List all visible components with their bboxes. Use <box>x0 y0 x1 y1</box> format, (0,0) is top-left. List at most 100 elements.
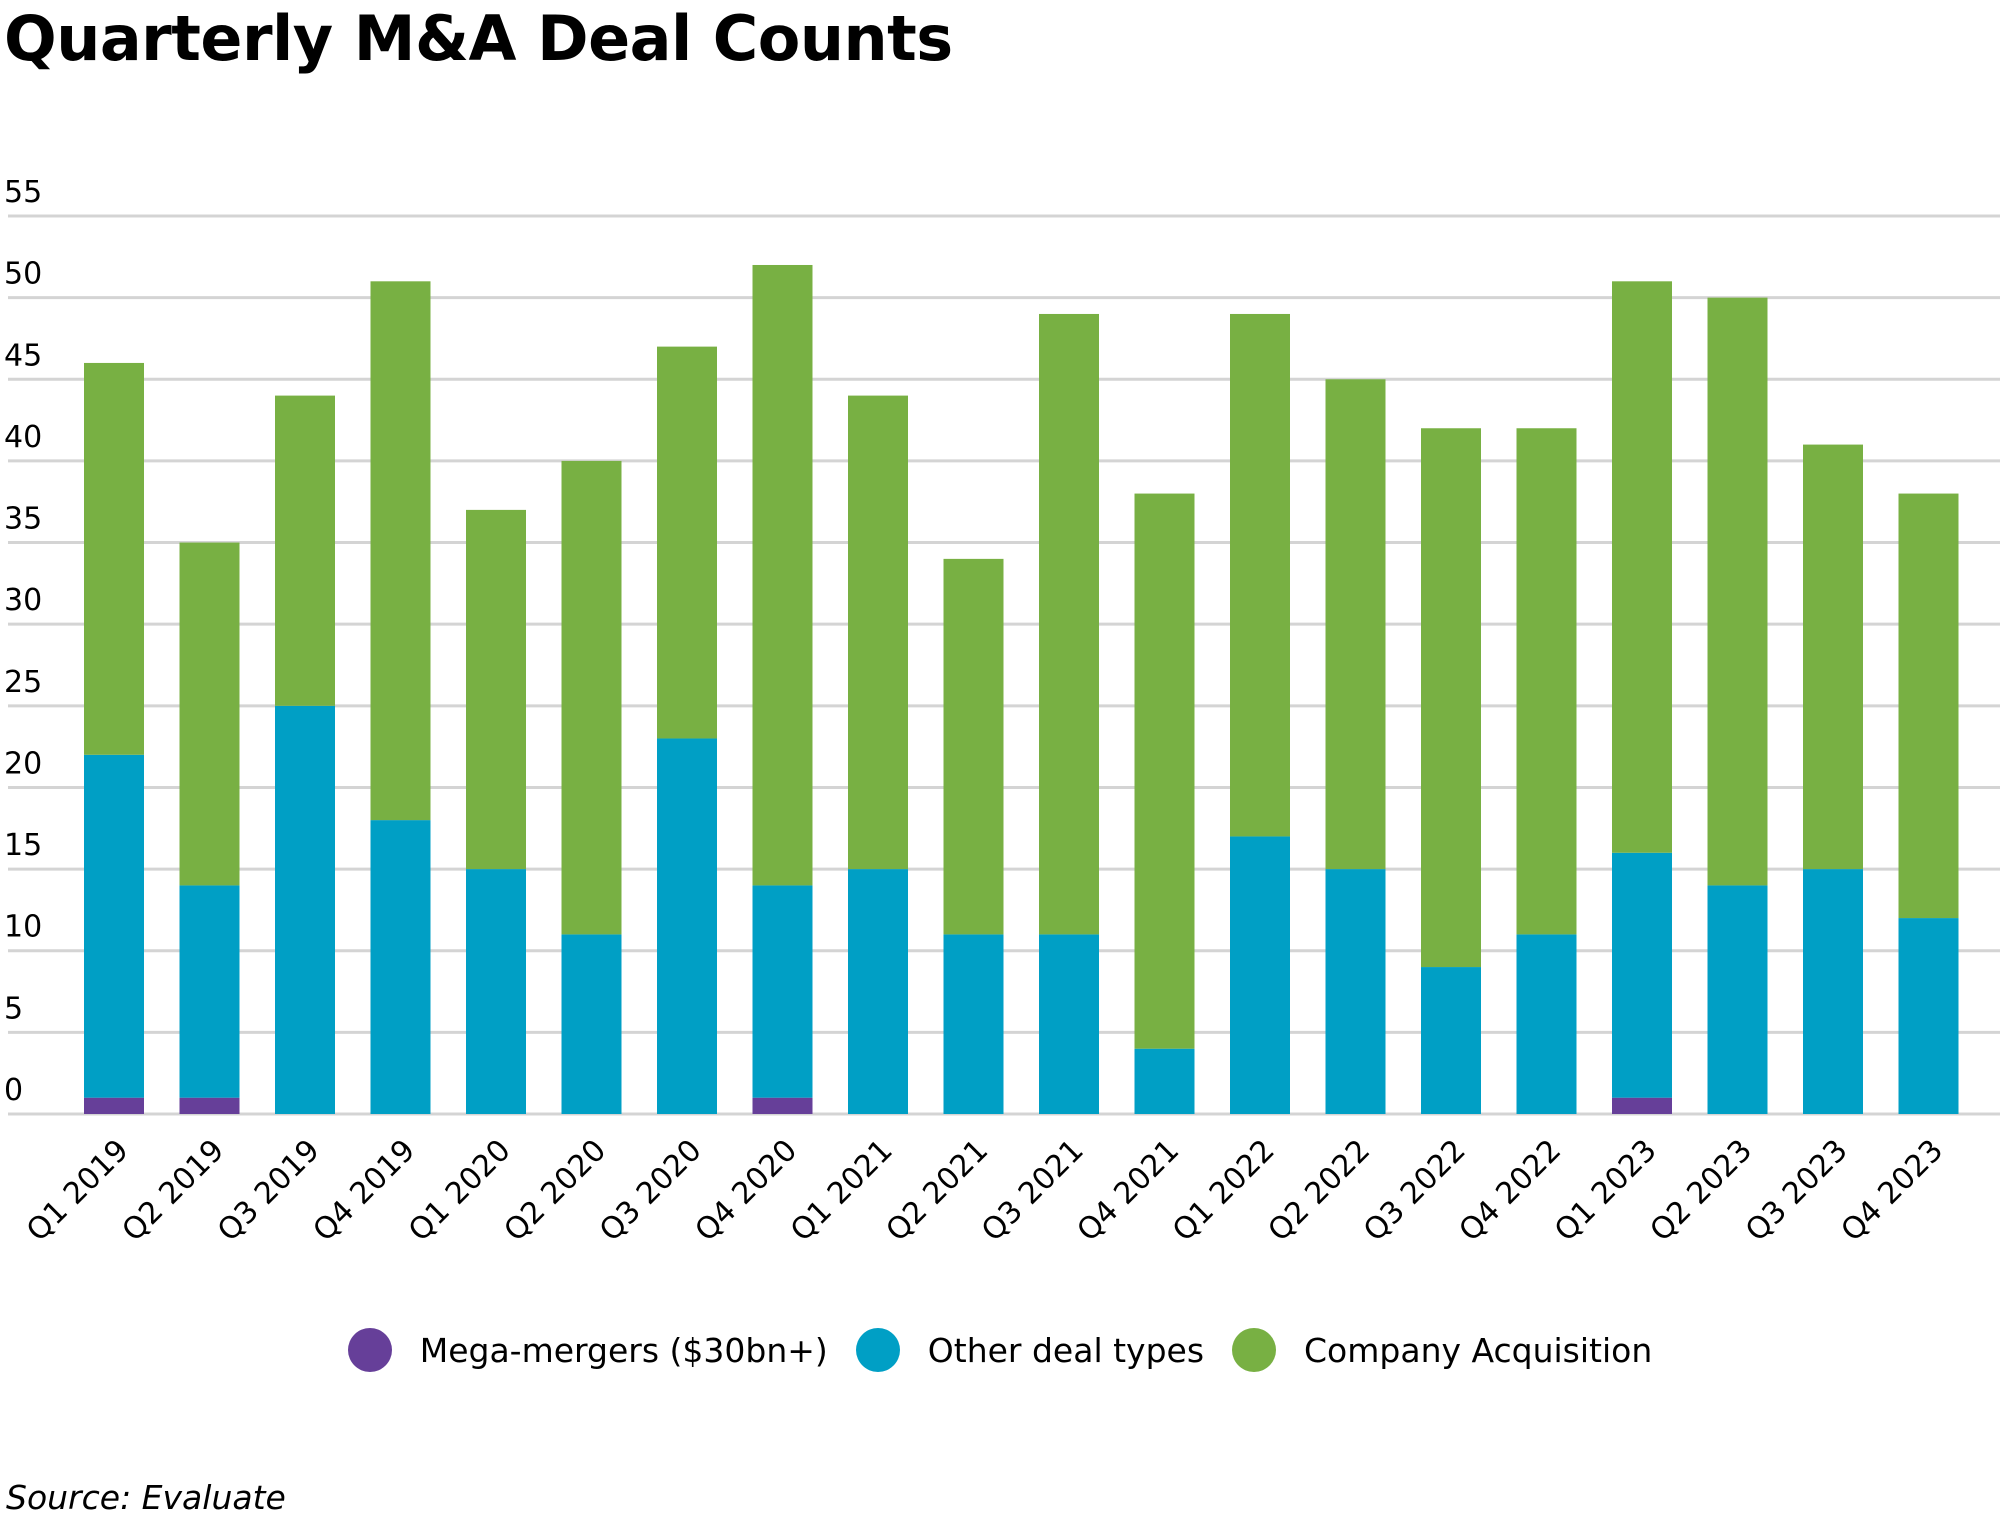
bar-segment-other-deal-types <box>1134 1048 1195 1114</box>
x-tick-label: Q3 2020 <box>593 1133 709 1249</box>
x-tick-label: Q2 2021 <box>879 1133 995 1249</box>
bar-stack <box>1325 379 1386 1114</box>
y-tick-label: 15 <box>4 828 42 863</box>
legend-item-company-acquisition[interactable]: Company Acquisition <box>1232 1328 1652 1372</box>
bar-segment-other-deal-types <box>1612 852 1672 1098</box>
bar-segment-company-acquisition <box>1325 379 1386 870</box>
x-tick-label: Q4 2022 <box>1452 1133 1568 1249</box>
source-note: Source: Evaluate <box>6 1478 286 1517</box>
legend-swatch-purple-icon <box>347 1328 392 1372</box>
y-tick-label: 30 <box>4 583 42 618</box>
bar-segment-other-deal-types <box>84 754 144 1098</box>
bar-stack <box>1230 313 1290 1114</box>
y-tick-label: 55 <box>4 175 42 210</box>
bar-segment-company-acquisition <box>466 509 526 870</box>
bar-segment-other-deal-types <box>179 885 240 1098</box>
bar-segment-other-deal-types <box>1707 885 1768 1114</box>
y-tick-label: 40 <box>4 420 42 455</box>
bar-stack <box>370 281 431 1114</box>
x-tick-label: Q2 2023 <box>1643 1133 1759 1249</box>
bar-segment-company-acquisition <box>1516 428 1577 935</box>
x-tick-label: Q1 2022 <box>1166 1133 1282 1249</box>
chart-title: Quarterly M&A Deal Counts <box>4 2 953 75</box>
x-tick-label: Q2 2019 <box>115 1133 231 1249</box>
legend-item-mega-mergers[interactable]: Mega-mergers ($30bn+) <box>347 1328 828 1372</box>
bar-stack <box>1898 493 1959 1114</box>
bar-stack <box>657 346 717 1114</box>
bar-segment-other-deal-types <box>561 934 622 1114</box>
bar-segment-company-acquisition <box>84 362 144 755</box>
bar-segment-company-acquisition <box>561 460 622 935</box>
y-tick-label: 35 <box>4 502 42 537</box>
y-axis-tick-labels: 0 5 10 15 20 25 30 35 40 45 50 55 <box>4 175 42 1108</box>
x-tick-label: Q1 2021 <box>784 1133 900 1249</box>
x-tick-label: Q3 2023 <box>1739 1133 1855 1249</box>
x-tick-label: Q4 2023 <box>1834 1133 1950 1249</box>
x-tick-label: Q1 2020 <box>402 1133 518 1249</box>
bar-segment-company-acquisition <box>943 558 1004 935</box>
bar-segment-company-acquisition <box>1134 493 1195 1049</box>
bar-stack <box>84 362 144 1114</box>
x-tick-label: Q4 2019 <box>306 1133 422 1249</box>
legend-item-other-deal-types[interactable]: Other deal types <box>855 1328 1205 1372</box>
bar-segment-company-acquisition <box>275 395 335 706</box>
bar-segment-company-acquisition <box>1230 313 1290 837</box>
bar-segment-other-deal-types <box>1803 869 1863 1114</box>
x-tick-label: Q3 2022 <box>1357 1133 1473 1249</box>
bar-segment-other-deal-types <box>1898 918 1959 1114</box>
legend-swatch-green-icon <box>1232 1328 1277 1372</box>
bar-stack <box>275 395 335 1114</box>
bar-segment-mega-mergers <box>179 1097 240 1114</box>
bar-segment-company-acquisition <box>1039 313 1099 935</box>
bar-segment-mega-mergers <box>1612 1097 1672 1114</box>
x-tick-label: Q4 2020 <box>688 1133 804 1249</box>
bar-stack <box>752 264 813 1114</box>
bar-stack <box>1707 297 1768 1114</box>
bar-segment-other-deal-types <box>370 820 431 1114</box>
bar-stack <box>1134 493 1195 1114</box>
bar-stack <box>848 395 908 1114</box>
bar-segment-other-deal-types <box>1516 934 1577 1114</box>
bar-segment-other-deal-types <box>752 885 813 1098</box>
x-tick-label: Q3 2021 <box>975 1133 1091 1249</box>
bar-stack <box>1516 428 1577 1114</box>
legend: Mega-mergers ($30bn+) Other deal types C… <box>0 1328 2000 1372</box>
bar-stack <box>1612 281 1672 1114</box>
legend-label: Mega-mergers ($30bn+) <box>419 1330 828 1370</box>
bar-segment-company-acquisition <box>179 542 240 886</box>
bar-segment-other-deal-types <box>466 869 526 1114</box>
legend-label: Other deal types <box>927 1330 1205 1370</box>
x-tick-label: Q4 2021 <box>1070 1133 1186 1249</box>
y-tick-label: 10 <box>4 910 42 945</box>
y-tick-label: 25 <box>4 665 42 700</box>
bar-stack <box>1803 444 1863 1114</box>
bar-segment-other-deal-types <box>275 705 335 1114</box>
y-tick-label: 45 <box>4 338 42 373</box>
y-tick-label: 50 <box>4 257 42 292</box>
bar-segment-mega-mergers <box>752 1097 813 1114</box>
x-tick-label: Q1 2019 <box>20 1133 136 1249</box>
bar-segment-company-acquisition <box>1803 444 1863 870</box>
bar-segment-company-acquisition <box>1707 297 1768 886</box>
bar-segment-company-acquisition <box>657 346 717 739</box>
bars <box>84 264 1959 1114</box>
bar-segment-other-deal-types <box>1230 836 1290 1114</box>
bar-segment-other-deal-types <box>1039 934 1099 1114</box>
bar-stack <box>466 509 526 1114</box>
x-tick-label: Q3 2019 <box>211 1133 327 1249</box>
y-tick-label: 20 <box>4 746 42 781</box>
bar-segment-other-deal-types <box>1325 869 1386 1114</box>
bar-stack <box>943 558 1004 1114</box>
bar-stack <box>1039 313 1099 1114</box>
bar-segment-mega-mergers <box>84 1097 144 1114</box>
bar-stack <box>1421 428 1481 1114</box>
bar-segment-other-deal-types <box>943 934 1004 1114</box>
bar-stack <box>179 542 240 1114</box>
y-tick-label: 0 <box>4 1073 23 1108</box>
legend-label: Company Acquisition <box>1304 1330 1653 1370</box>
bar-segment-other-deal-types <box>1421 967 1481 1114</box>
bar-segment-company-acquisition <box>1898 493 1959 919</box>
bar-stack <box>561 460 622 1114</box>
